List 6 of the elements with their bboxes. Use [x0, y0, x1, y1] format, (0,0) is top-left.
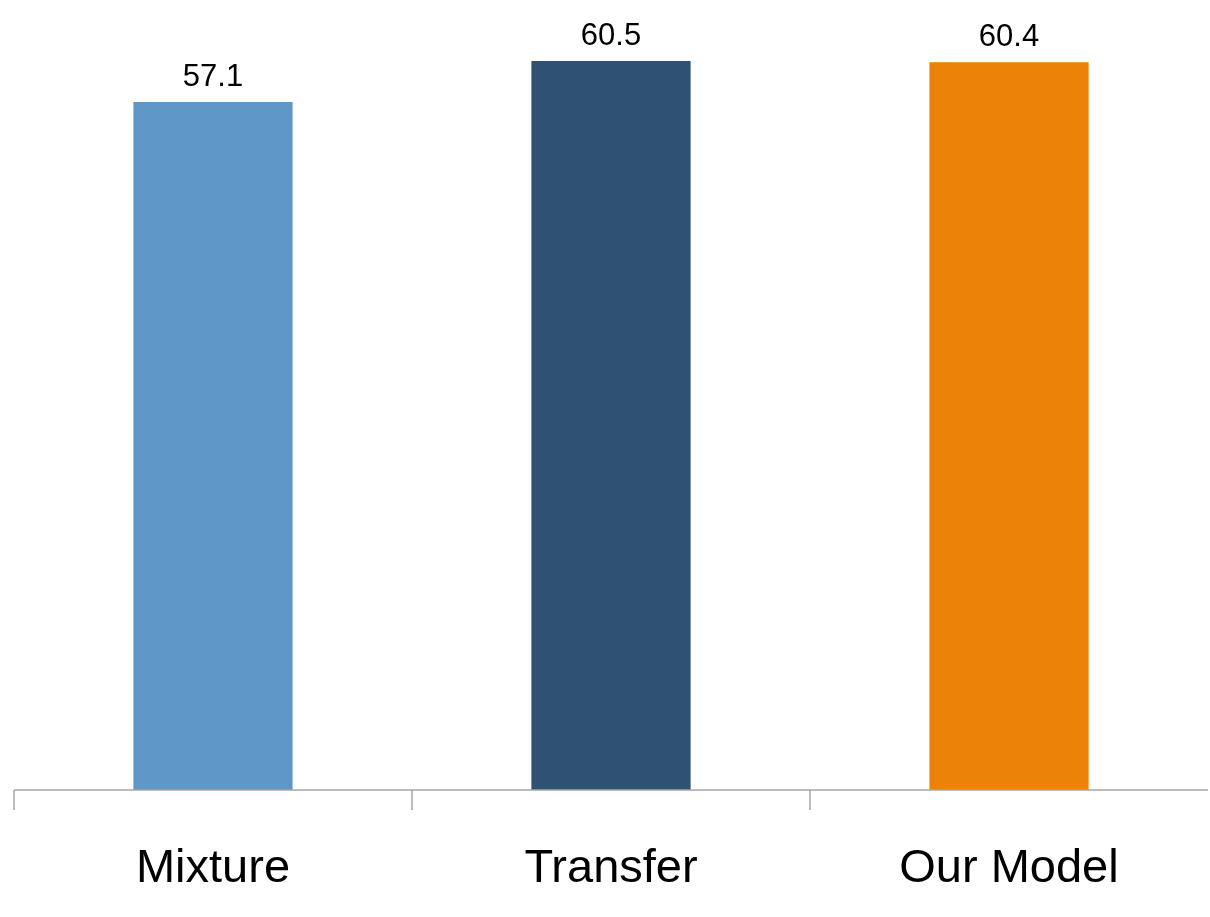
data-label: 60.5: [580, 17, 642, 52]
data-label: 60.4: [978, 18, 1040, 54]
data-label: 57.1: [182, 57, 244, 93]
x-tick-label: Transfer: [524, 839, 698, 892]
x-tick-label: Our Model: [899, 839, 1119, 892]
x-tick-label: Mixture: [135, 839, 291, 892]
